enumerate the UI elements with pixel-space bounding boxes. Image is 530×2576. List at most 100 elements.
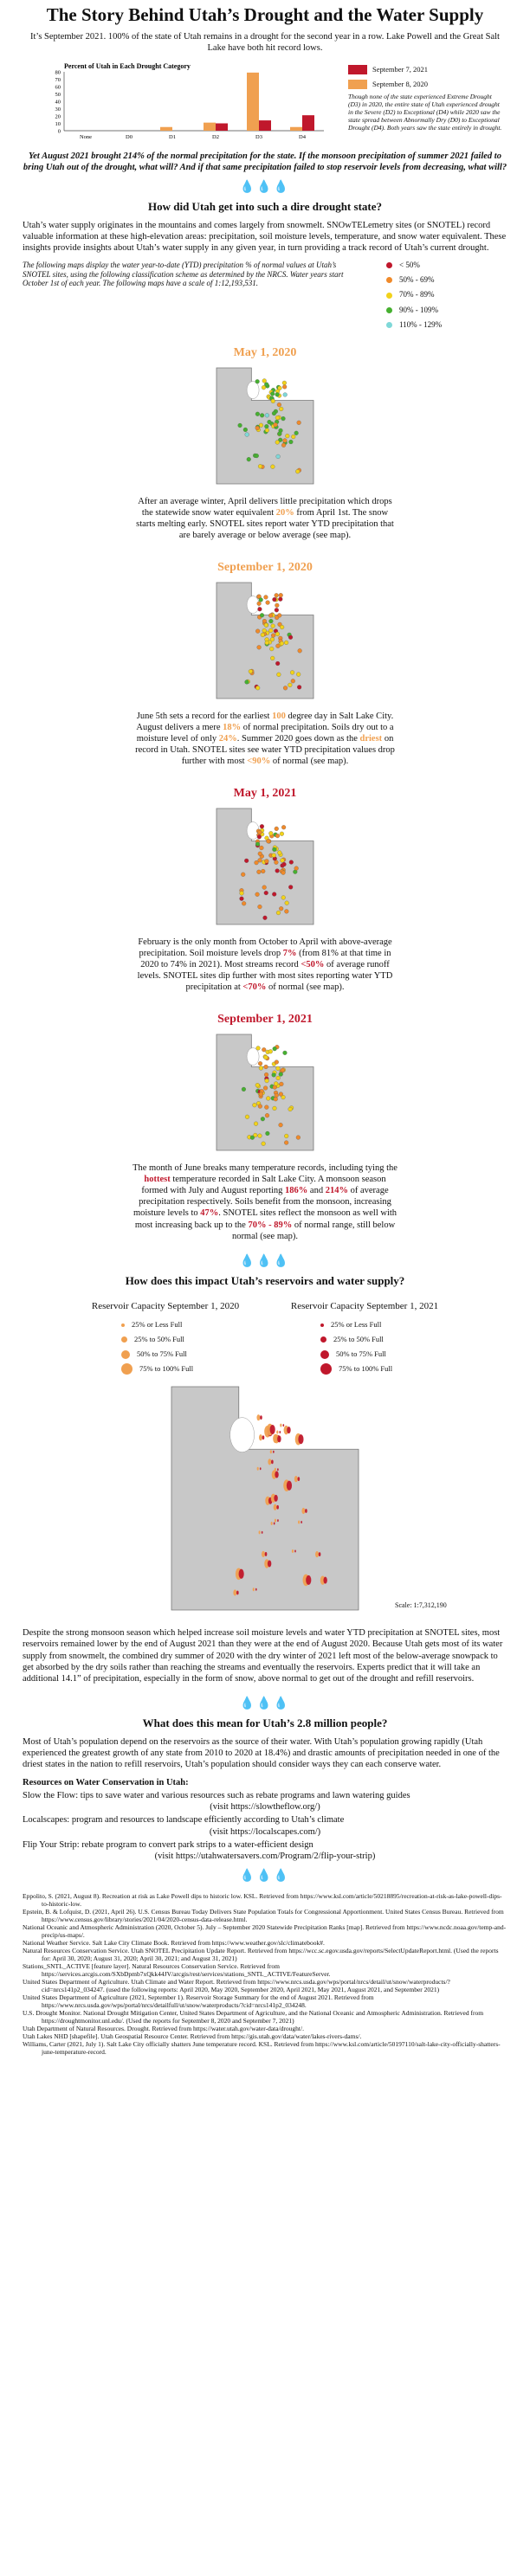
snotel-site-marker: [262, 628, 267, 633]
map-title-may-2021: May 1, 2021: [233, 787, 297, 801]
caption-text: temperature recorded in Salt Lake City. …: [141, 1175, 386, 1196]
caption-highlight: 24%: [218, 733, 237, 744]
legend-label: 75% to 100% Full: [139, 1364, 194, 1374]
utah-snotel-map-sep-2021: [216, 1034, 314, 1151]
snotel-site-marker: [291, 434, 296, 439]
legend-label: 50% to 75% Full: [137, 1349, 187, 1359]
snotel-site-marker: [257, 904, 262, 909]
caption-highlight: 186%: [285, 1186, 308, 1196]
reference-item: National Weather Service. Salt Lake City…: [23, 1939, 325, 1948]
reservoir-2020-marker: [270, 1522, 273, 1526]
legend-item: 50% to 75% Full: [320, 1347, 456, 1362]
reservoir-titles: Reservoir Capacity September 1, 2020 Res…: [74, 1301, 456, 1313]
snotel-site-marker: [264, 428, 269, 433]
reservoir-2021-marker: [255, 1587, 257, 1591]
resource-link-flipyourstrip[interactable]: (visit https://utahwatersavers.com/Progr…: [154, 1851, 376, 1861]
snotel-site-marker: [257, 829, 262, 834]
conservation-resources: Resources on Water Conservation in Utah:…: [23, 1777, 507, 1862]
snotel-legend-row: The following maps display the water yea…: [23, 261, 507, 335]
snotel-site-marker: [246, 456, 251, 461]
reference-item: Natural Resources Conservation Service. …: [23, 1947, 499, 1963]
reservoir-2021-marker: [276, 1505, 279, 1510]
snotel-site-marker: [259, 845, 264, 850]
snotel-site-marker: [268, 618, 274, 623]
legend-item: 25% to 50% Full: [320, 1332, 456, 1347]
snotel-site-marker: [264, 1078, 269, 1083]
caption-text: of average precipitation respectively. S…: [132, 1186, 391, 1219]
y-tick-label: 60: [55, 84, 61, 90]
snotel-site-marker: [279, 641, 284, 646]
snotel-site-marker: [257, 858, 262, 863]
snotel-site-marker: [253, 1132, 258, 1137]
reservoir-2021-marker: [273, 1522, 275, 1525]
snotel-site-marker: [274, 592, 279, 597]
map-title-may-2020: May 1, 2020: [233, 346, 297, 360]
snotel-site-marker: [272, 847, 277, 852]
snotel-site-marker: [244, 679, 249, 685]
utah-snotel-map-may-2021: [216, 808, 314, 925]
snotel-site-marker: [277, 385, 282, 390]
snotel-site-marker: [275, 1075, 281, 1080]
reservoir-title-2021: Reservoir Capacity September 1, 2021: [290, 1300, 439, 1311]
chart-legend: September 7, 2021 September 8, 2020: [348, 64, 428, 89]
snotel-site-marker: [284, 900, 289, 905]
snotel-site-marker: [237, 422, 242, 428]
snotel-site-marker: [256, 601, 262, 606]
snotel-site-marker: [270, 655, 275, 660]
legend-item: 25% or Less Full: [121, 1317, 256, 1332]
snotel-site-marker: [297, 647, 302, 653]
legend-label: 50% to 75% Full: [336, 1349, 386, 1359]
snotel-site-marker: [281, 870, 286, 875]
resource-link-localscapes[interactable]: (visit https://localscapes.com/): [209, 1826, 321, 1837]
legend-circle: [121, 1336, 127, 1343]
snotel-site-marker: [275, 602, 280, 608]
snotel-site-marker: [257, 1061, 263, 1066]
caption-highlight: <90%: [247, 757, 271, 767]
snotel-site-marker: [271, 1072, 276, 1078]
reservoir-2021-marker: [323, 1576, 327, 1584]
snotel-site-marker: [269, 636, 275, 641]
snotel-site-marker: [275, 643, 281, 648]
legend-label: 25% or Less Full: [132, 1320, 183, 1330]
caption-highlight: driest: [359, 733, 383, 744]
reservoir-2020-marker: [269, 1450, 272, 1454]
snotel-site-marker: [262, 885, 267, 890]
map-sep-2021-wrap: [23, 1033, 507, 1152]
legend-label: 90% - 109%: [399, 305, 438, 314]
snotel-site-marker: [288, 439, 294, 444]
legend-item: 25% or Less Full: [320, 1317, 456, 1332]
snotel-site-marker: [284, 909, 289, 914]
snotel-site-marker: [255, 411, 260, 416]
snotel-site-marker: [277, 850, 282, 855]
snotel-site-marker: [270, 623, 275, 628]
reference-item: Utah Lakes NHD [shapefile]. Utah Geospat…: [23, 2032, 362, 2041]
reservoir-2021-marker: [273, 1451, 275, 1454]
map-caption-sep-2020: June 5th sets a record for the earliest …: [132, 711, 398, 768]
snotel-site-marker: [266, 1096, 271, 1101]
snotel-site-marker: [270, 398, 275, 403]
map-may-2020-wrap: [23, 366, 507, 486]
reservoir-2021-marker: [236, 1590, 239, 1595]
snotel-site-marker: [296, 672, 301, 677]
caption-text: February is the only month from October …: [138, 937, 392, 958]
reservoir-2021-marker: [271, 1459, 274, 1465]
reference-item: National Oceanic and Atmospheric Adminis…: [23, 1923, 507, 1940]
caption-highlight: 20%: [275, 507, 294, 518]
snotel-site-marker: [262, 915, 268, 920]
snotel-site-marker: [255, 1083, 260, 1088]
snotel-site-marker: [275, 415, 280, 420]
legend-label: 25% or Less Full: [331, 1320, 382, 1330]
snotel-site-marker: [272, 596, 277, 602]
reference-item: United States Department of Agriculture.…: [23, 1978, 450, 1994]
snotel-site-marker: [257, 606, 262, 611]
snotel-site-marker: [255, 378, 260, 383]
snotel-site-marker: [244, 858, 249, 863]
reference-item: United States Department of Agriculture …: [23, 1993, 374, 2010]
legend-circle: [320, 1349, 329, 1359]
caption-text: on record in Utah. SNOTEL sites see wate…: [135, 733, 395, 767]
snotel-site-marker: [275, 454, 281, 459]
resource-link-slowtheflow[interactable]: (visit https://slowtheflow.org/): [210, 1802, 320, 1813]
resource-item: Flip Your Strip: rebate program to conve…: [23, 1839, 313, 1850]
reservoir-2021-marker: [264, 1552, 268, 1557]
legend-circle: [320, 1363, 332, 1375]
